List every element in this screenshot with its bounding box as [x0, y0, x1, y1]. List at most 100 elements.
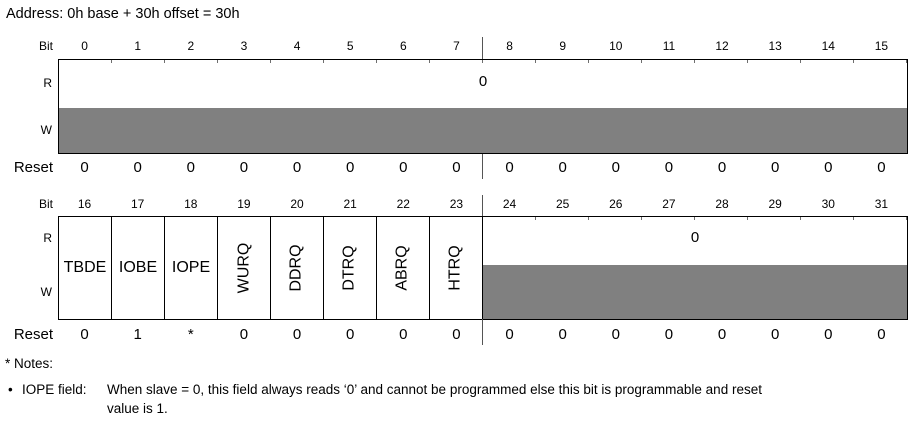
bit-number: 24	[502, 197, 517, 211]
byte-divider	[482, 195, 483, 216]
bit-number: 20	[290, 197, 304, 211]
reset-value: 0	[346, 159, 355, 176]
bit-number: 28	[715, 197, 729, 211]
note-field-label: IOPE field:	[22, 382, 87, 397]
field-tbde: TBDE	[59, 217, 112, 319]
bit-number: 16	[77, 197, 92, 211]
reset-value: 0	[877, 159, 886, 176]
field-label: TBDE	[63, 259, 107, 276]
bit-number: 18	[184, 197, 198, 211]
bit-number: 10	[609, 39, 623, 53]
bit-tick-marks	[483, 217, 907, 220]
byte-divider	[482, 37, 483, 59]
byte-divider	[482, 319, 483, 345]
reset-value: 0	[771, 159, 780, 176]
reset-value: 0	[877, 326, 886, 343]
note-text-line2: value is 1.	[107, 401, 168, 416]
field-label: HTRQ	[446, 245, 464, 291]
bit-number: 22	[396, 197, 410, 211]
write-row-label-low: W	[40, 123, 52, 137]
field-label: DDRQ	[287, 244, 305, 292]
reset-value: 0	[239, 326, 249, 343]
field-cells: TBDE IOBE IOPE WURQ DDRQ DTRQ ABRQ HTRQ	[59, 217, 483, 319]
bit-number: 25	[556, 197, 570, 211]
read-row-label-high: R	[43, 231, 52, 245]
bit-number: 9	[559, 39, 567, 53]
reset-value: 0	[664, 159, 674, 176]
read-row-label-low: R	[43, 76, 52, 90]
bit-number: 11	[662, 39, 676, 53]
read-area-low: 0	[59, 60, 907, 108]
bit-numbers-high: 16 17 18 19 20 21 22 23 24 25 26 27 28 2…	[58, 197, 908, 211]
reset-row-label-low: Reset	[13, 159, 53, 176]
reset-value: 0	[80, 326, 89, 343]
bit-number: 17	[131, 197, 145, 211]
field-label: WURQ	[235, 242, 252, 294]
note-text-line1: When slave = 0, this field always reads …	[107, 382, 762, 397]
bit-numbers-low: 0 1 2 3 4 5 6 7 8 9 10 11 12 13 14 15	[58, 39, 908, 53]
field-label: IOBE	[118, 259, 158, 276]
bit-number: 31	[874, 197, 889, 211]
field-abrq: ABRQ	[377, 217, 430, 319]
field-label: ABRQ	[394, 245, 411, 291]
reset-values-low: 0 0 0 0 0 0 0 0 0 0 0 0 0 0 0 0	[58, 159, 908, 176]
bit-number: 21	[343, 197, 357, 211]
bit-tick-marks	[59, 60, 907, 63]
reset-value: 0	[505, 326, 514, 343]
reset-value: 0	[824, 159, 833, 176]
read-value-high: 0	[690, 229, 700, 246]
reset-value: 0	[133, 159, 142, 176]
bit-number: 15	[874, 39, 889, 53]
reset-value: 0	[399, 159, 408, 176]
reset-value: 0	[186, 159, 195, 176]
bit-number: 26	[609, 197, 623, 211]
reset-value: 0	[505, 159, 514, 176]
reset-value: 0	[558, 159, 567, 176]
write-row-label-high: W	[40, 285, 52, 299]
reset-value: 0	[558, 326, 567, 343]
reset-value: 0	[292, 159, 302, 176]
bit-number: 27	[662, 197, 676, 211]
bit-number: 19	[237, 197, 251, 211]
reset-value: 0	[80, 159, 89, 176]
bit-number: 1	[134, 39, 142, 53]
reset-value: 0	[717, 159, 727, 176]
field-iobe: IOBE	[112, 217, 165, 319]
bit-number: 30	[821, 197, 835, 211]
field-label: IOPE	[171, 259, 211, 276]
reset-value: 0	[771, 326, 780, 343]
field-label: DTRQ	[340, 245, 358, 291]
register-box-high: TBDE IOBE IOPE WURQ DDRQ DTRQ ABRQ HTRQ …	[58, 216, 908, 320]
reset-row-label-high: Reset	[13, 326, 53, 343]
reset-value: *	[187, 326, 194, 343]
write-reserved-area-high	[483, 265, 907, 319]
field-ddrq: DDRQ	[271, 217, 324, 319]
bit-number: 3	[240, 39, 248, 53]
bullet-icon: •	[8, 382, 13, 397]
address-title: Address: 0h base + 30h offset = 30h	[6, 6, 240, 22]
write-reserved-area-low	[59, 108, 907, 153]
register-box-low: 0	[58, 59, 908, 154]
bit-number: 12	[715, 39, 729, 53]
reset-value: 0	[824, 326, 833, 343]
bit-number: 13	[768, 39, 782, 53]
reset-value: 0	[292, 326, 302, 343]
reset-value: 0	[239, 159, 249, 176]
notes-header: * Notes:	[5, 356, 54, 371]
bit-number: 29	[768, 197, 782, 211]
read-value-low: 0	[478, 73, 488, 90]
bit-number: 7	[453, 39, 460, 53]
bit-number: 14	[821, 39, 835, 53]
bit-number: 0	[81, 39, 88, 53]
field-wurq: WURQ	[218, 217, 271, 319]
bit-caption-low: Bit	[38, 39, 53, 53]
read-area-high: 0	[483, 217, 907, 265]
reset-value: 1	[133, 326, 142, 343]
bit-caption-high: Bit	[38, 197, 53, 211]
reset-value: 0	[346, 326, 355, 343]
reset-value: 0	[452, 326, 461, 343]
reset-value: 0	[717, 326, 727, 343]
bit-number: 2	[187, 39, 195, 53]
field-iope: IOPE	[165, 217, 218, 319]
